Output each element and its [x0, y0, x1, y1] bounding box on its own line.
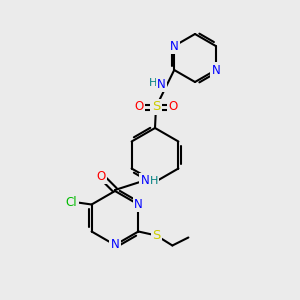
- Text: S: S: [152, 100, 160, 113]
- Text: O: O: [96, 169, 106, 182]
- Text: H: H: [149, 77, 157, 88]
- Text: O: O: [134, 100, 144, 113]
- Text: H: H: [150, 176, 158, 186]
- Text: Cl: Cl: [66, 196, 77, 209]
- Text: S: S: [152, 229, 160, 242]
- Text: O: O: [168, 100, 178, 113]
- Text: N: N: [170, 40, 178, 52]
- Text: N: N: [134, 198, 143, 211]
- Text: N: N: [212, 64, 220, 76]
- Text: N: N: [141, 175, 149, 188]
- Text: N: N: [111, 238, 119, 251]
- Text: N: N: [157, 78, 166, 91]
